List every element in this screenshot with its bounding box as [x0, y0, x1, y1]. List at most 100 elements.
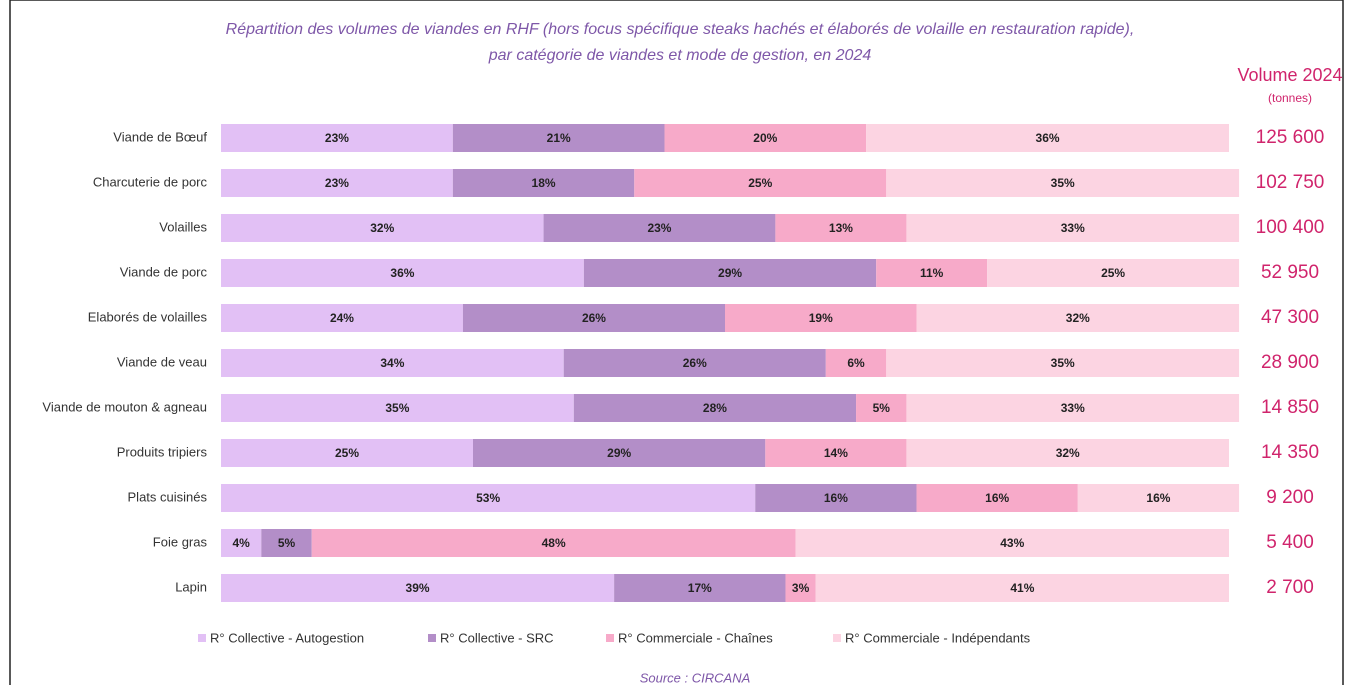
bar-segment — [775, 214, 907, 242]
legend-label: R° Commerciale - Indépendants — [845, 630, 1031, 645]
bar-segment — [987, 259, 1240, 287]
bar-segment — [261, 529, 312, 557]
bar-segment — [583, 259, 877, 287]
value-label: 19% — [809, 311, 833, 325]
bar-segment — [755, 484, 917, 512]
legend-swatch — [606, 634, 614, 642]
value-label: 32% — [1056, 446, 1080, 460]
value-label: 33% — [1061, 401, 1085, 415]
value-label: 29% — [607, 446, 631, 460]
chart-title: par catégorie de viandes et mode de gest… — [488, 47, 872, 64]
volume-label: 9 200 — [1266, 487, 1314, 508]
value-label: 20% — [753, 131, 777, 145]
bar-segment — [906, 439, 1229, 467]
value-label: 6% — [847, 356, 865, 370]
bar-segment — [906, 214, 1240, 242]
value-label: 41% — [1010, 581, 1034, 595]
category-label: Foie gras — [153, 534, 208, 549]
value-label: 18% — [532, 176, 556, 190]
value-label: 53% — [476, 491, 500, 505]
bar-segment — [815, 574, 1229, 602]
value-label: 29% — [718, 266, 742, 280]
category-label: Viande de veau — [117, 354, 207, 369]
legend-label: R° Commerciale - Chaînes — [618, 630, 773, 645]
value-label: 36% — [390, 266, 414, 280]
bar-segment — [634, 169, 887, 197]
volume-label: 125 600 — [1256, 127, 1325, 148]
bar-segment — [473, 439, 766, 467]
bar-segment — [785, 574, 816, 602]
value-label: 21% — [547, 131, 571, 145]
bar-segment — [825, 349, 887, 377]
bar-segment — [866, 124, 1229, 152]
bar-segment — [221, 574, 615, 602]
volume-header: Volume 2024 — [1237, 65, 1342, 85]
volume-label: 5 400 — [1266, 532, 1314, 553]
bar-segment — [856, 394, 907, 422]
bar-segment — [916, 484, 1078, 512]
volume-label: 102 750 — [1256, 172, 1325, 193]
bar-segment — [543, 214, 776, 242]
bar-segment — [614, 574, 786, 602]
bar-segment — [664, 124, 867, 152]
value-label: 48% — [542, 536, 566, 550]
value-label: 34% — [380, 356, 404, 370]
value-label: 35% — [385, 401, 409, 415]
value-label: 25% — [335, 446, 359, 460]
value-label: 13% — [829, 221, 853, 235]
bar-segment — [221, 394, 574, 422]
value-label: 32% — [370, 221, 394, 235]
legend-swatch — [833, 634, 841, 642]
value-label: 16% — [824, 491, 848, 505]
volume-label: 2 700 — [1266, 577, 1314, 598]
value-label: 23% — [325, 131, 349, 145]
legend-swatch — [198, 634, 206, 642]
volume-label: 14 350 — [1261, 442, 1319, 463]
source: Source : CIRCANA — [640, 670, 751, 685]
volume-label: 47 300 — [1261, 307, 1319, 328]
bar-segment — [221, 304, 463, 332]
bar-segment — [876, 259, 988, 287]
value-label: 28% — [703, 401, 727, 415]
value-label: 16% — [1146, 491, 1170, 505]
value-label: 16% — [985, 491, 1009, 505]
value-label: 11% — [920, 266, 944, 280]
volume-unit: (tonnes) — [1268, 91, 1312, 105]
value-label: 26% — [582, 311, 606, 325]
value-label: 5% — [873, 401, 891, 415]
frame — [9, 0, 1344, 685]
bar-segment — [1077, 484, 1240, 512]
category-label: Charcuterie de porc — [93, 174, 208, 189]
bar-segment — [725, 304, 917, 332]
bar-segment — [765, 439, 907, 467]
value-label: 43% — [1000, 536, 1024, 550]
category-label: Elaborés de volailles — [88, 309, 208, 324]
value-label: 23% — [325, 176, 349, 190]
value-label: 17% — [688, 581, 712, 595]
bar-segment — [452, 169, 635, 197]
value-label: 14% — [824, 446, 848, 460]
bar-segment — [221, 214, 544, 242]
volume-label: 100 400 — [1256, 217, 1325, 238]
volume-label: 52 950 — [1261, 262, 1319, 283]
value-label: 26% — [683, 356, 707, 370]
category-label: Plats cuisinés — [128, 489, 208, 504]
bar-segment — [462, 304, 725, 332]
value-label: 25% — [748, 176, 772, 190]
category-label: Viande de Bœuf — [113, 129, 207, 144]
bar-segment — [452, 124, 665, 152]
volume-label: 14 850 — [1261, 397, 1319, 418]
bar-segment — [906, 394, 1240, 422]
bar-segment — [221, 169, 453, 197]
volume-label: 28 900 — [1261, 352, 1319, 373]
bar-segment — [795, 529, 1229, 557]
bar-segment — [221, 529, 262, 557]
value-label: 39% — [406, 581, 430, 595]
value-label: 24% — [330, 311, 354, 325]
chart-title: Répartition des volumes de viandes en RH… — [226, 21, 1135, 38]
bar-segment — [311, 529, 796, 557]
value-label: 23% — [647, 221, 671, 235]
bar-segment — [916, 304, 1240, 332]
value-label: 35% — [1051, 176, 1075, 190]
